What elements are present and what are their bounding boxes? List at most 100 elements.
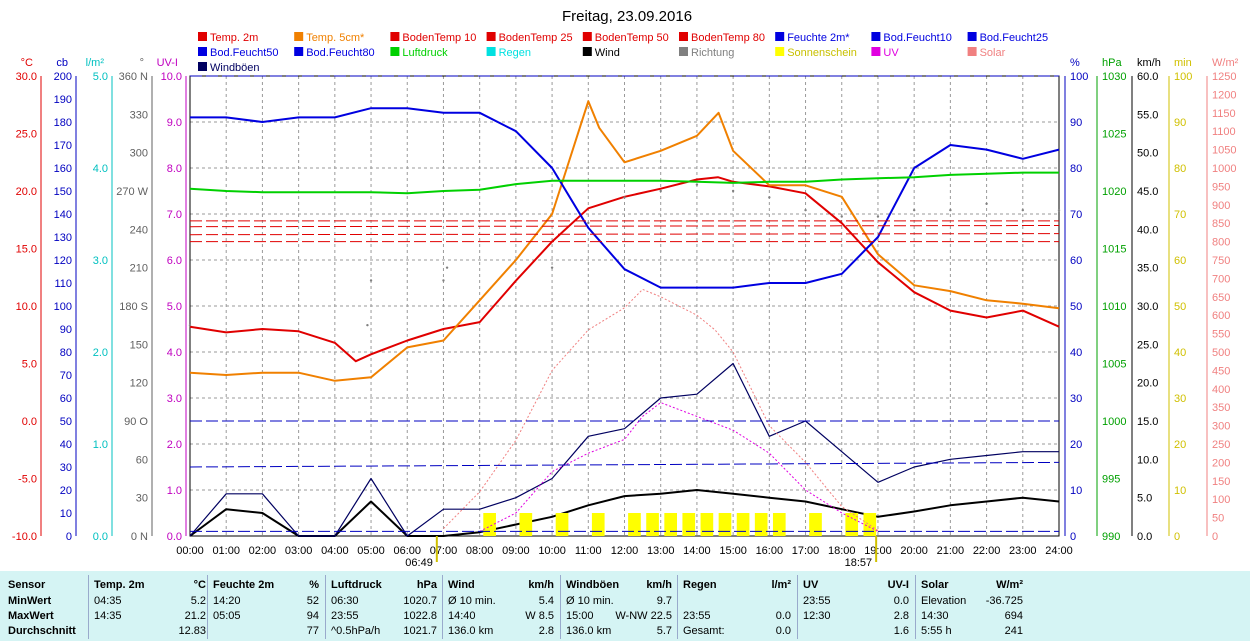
stats-wind-value: 5.4 (538, 595, 554, 607)
stats-feuchte-time: 14:20 (213, 595, 241, 607)
axis-tick-label: 1000 (1102, 416, 1126, 428)
x-tick-label: 04:00 (321, 545, 349, 557)
sunshine-bar (664, 513, 678, 536)
axis-tick-label: 120 (54, 255, 72, 267)
direction-point (369, 279, 373, 282)
stats-row-label: MaxWert (8, 610, 54, 622)
axis-tick-label: 55.0 (1137, 109, 1158, 121)
sunshine-bar (555, 513, 569, 536)
axis-tick-label: 10 (1174, 485, 1186, 497)
axis-tick-label: 45.0 (1137, 186, 1158, 198)
stats-uv-header: UV (803, 579, 819, 591)
axis-tick-label: 3.0 (93, 255, 108, 267)
stats-feuchte-unit: % (309, 579, 319, 591)
axis-tick-label: 30 (1070, 393, 1082, 405)
legend-swatch (486, 47, 496, 56)
axis-tick-label: 20.0 (1137, 378, 1158, 390)
stats-solar-value: -36.725 (985, 595, 1023, 607)
x-tick-label: 09:00 (502, 545, 530, 557)
axis-tick-label: 1015 (1102, 244, 1126, 256)
axis-tick-label: 7.0 (167, 209, 182, 221)
axis-tick-label: 20 (1070, 439, 1082, 451)
series-bodentemp-50 (189, 233, 1060, 236)
legend-label: Feuchte 2m* (787, 32, 850, 44)
sunshine-bar (863, 513, 877, 536)
axis-tick-label: 100 (1070, 71, 1088, 83)
axis-tick-label: 1025 (1102, 129, 1126, 141)
axis-tick-label: 180 (54, 117, 72, 129)
legend-swatch (390, 47, 400, 56)
axis-tick-label: 0 (66, 531, 72, 543)
legend-swatch (486, 32, 496, 41)
x-tick-label: 18:00 (828, 545, 856, 557)
axis-tick-label: 1150 (1212, 108, 1236, 120)
sunshine-bar (591, 513, 605, 536)
axis-tick-label: 150 (130, 339, 148, 351)
stats-separator (797, 575, 798, 639)
axis-unit: hPa (1102, 57, 1122, 69)
axis-tick-label: 3.0 (167, 393, 182, 405)
axis-tick-label: 70 (1070, 209, 1082, 221)
stats-luftdruck-header: Luftdruck (331, 579, 382, 591)
axis-tick-label: 4.0 (93, 163, 108, 175)
axis-tick-label: 200 (54, 71, 72, 83)
axis-tick-label: 40 (1070, 347, 1082, 359)
axis-tick-label: 160 (54, 163, 72, 175)
x-tick-label: 21:00 (937, 545, 965, 557)
direction-point (442, 279, 445, 282)
x-tick-label: 03:00 (285, 545, 313, 557)
direction-point (623, 196, 626, 199)
axis-tick-label: 1000 (1212, 163, 1236, 175)
legend-swatch (198, 62, 207, 71)
x-tick-label: 13:00 (647, 545, 675, 557)
legend-label: Windböen (210, 62, 260, 74)
stats-separator (88, 575, 89, 639)
axis-tick-label: 5.0 (22, 359, 37, 371)
axis-tick-label: 60 (60, 393, 72, 405)
axis-tick-label: 90 (60, 324, 72, 336)
stats-wind-header: Wind (448, 579, 475, 591)
axis-tick-label: 10 (60, 508, 72, 520)
legend-swatch (294, 47, 304, 56)
legend-swatch (871, 47, 881, 56)
axis-tick-label: 120 (130, 378, 148, 390)
stats-windboeen-time: 15:00 (566, 610, 594, 622)
sunshine-bar (628, 513, 641, 536)
axis-tick-label: 990 (1102, 531, 1120, 543)
x-tick-label: 10:00 (538, 545, 566, 557)
legend-label: Temp. 2m (210, 32, 258, 44)
axis-unit: °C (21, 57, 33, 69)
stats-feuchte-value: 52 (306, 595, 319, 607)
stats-regen-value: 0.0 (775, 625, 791, 637)
x-tick-label: 24:00 (1045, 545, 1073, 557)
direction-point (659, 189, 662, 193)
axis-tick-label: 300 (130, 148, 148, 160)
axis-tick-label: 190 (54, 94, 72, 106)
axis-tick-label: 100 (1174, 71, 1192, 83)
axis-tick-label: 8.0 (167, 163, 182, 175)
chart-axes: °C 30.0 25.0 20.0 15.0 10.0 5.0 0.0 -5.0 -10.0 cb 2… (12, 57, 1239, 543)
axis-tick-label: 10 (1070, 485, 1082, 497)
stats-separator (560, 575, 561, 639)
weather-chart: Freitag, 23.09.2016 Temp. 2m Temp. 5cm* Bo… (12, 8, 1239, 569)
stats-solar-header: Solar (921, 579, 949, 591)
axis-tick-label: 2.0 (93, 347, 108, 359)
stats-solar-value: 241 (1004, 625, 1023, 637)
x-tick-label: 07:00 (430, 545, 458, 557)
axis-tick-label: 25.0 (1137, 339, 1158, 351)
stats-wind-time: Ø 10 min. (448, 595, 496, 607)
axis-tick-label: 0 (1212, 531, 1218, 543)
axis-tick-label: 110 (54, 278, 72, 290)
stats-windboeen-value: 5.7 (656, 625, 672, 637)
axis-tick-label: 0.0 (93, 531, 108, 543)
plot-grid (189, 75, 1060, 537)
stats-windboeen-header: Windböen (566, 579, 620, 591)
axis-tick-label: 30 (60, 462, 72, 474)
x-tick-label: 23:00 (1009, 545, 1037, 557)
stats-regen-time: 23:55 (683, 610, 711, 622)
axis-tick-label: 40 (60, 439, 72, 451)
legend-label: BodenTemp 10 (402, 32, 476, 44)
direction-point (768, 196, 771, 199)
stats-temp-value: 5.2 (190, 595, 206, 607)
legend-label: BodenTemp 25 (499, 32, 573, 44)
